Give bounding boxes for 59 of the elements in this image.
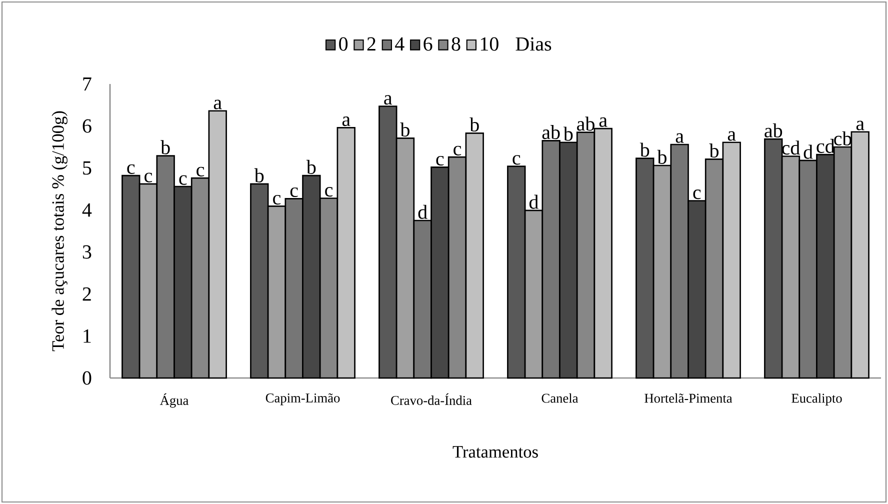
data-label: c — [127, 164, 135, 174]
x-axis-title: Tratamentos — [452, 446, 538, 458]
legend-label: 6 — [424, 37, 432, 51]
data-label: d — [529, 194, 538, 209]
data-label: cd — [816, 138, 835, 153]
data-label: c — [693, 190, 701, 200]
x-tick-label: Canela — [542, 393, 578, 403]
data-label: a — [384, 95, 392, 105]
data-label: b — [306, 160, 316, 174]
data-label: ab — [577, 116, 594, 131]
data-label: b — [400, 122, 410, 137]
x-tick-label: Capim-Limão — [266, 393, 340, 406]
y-tick-label: 5 — [83, 161, 92, 175]
data-label: a — [728, 131, 736, 141]
data-label: a — [676, 133, 684, 143]
y-tick-label: 1 — [84, 329, 91, 343]
y-axis-title: Teor de açucares totais % (g/100g) — [52, 111, 68, 352]
y-tick-label: 4 — [82, 203, 92, 217]
legend-label: 0 — [339, 37, 348, 51]
data-label: c — [436, 156, 444, 166]
x-tick-label: Eucalipto — [792, 393, 842, 406]
data-label: ab — [542, 125, 560, 140]
legend-title: Dias — [516, 37, 552, 51]
y-tick-label: 6 — [82, 119, 92, 133]
data-label: b — [657, 150, 666, 164]
data-label: a — [856, 120, 864, 130]
data-label: cd — [782, 140, 800, 155]
data-label: b — [563, 126, 573, 141]
data-label: b — [709, 144, 719, 158]
y-tick-label: 2 — [82, 287, 91, 301]
data-label: d — [804, 144, 813, 159]
data-label: b — [640, 142, 650, 157]
legend-label: 8 — [452, 37, 460, 51]
data-label: c — [325, 187, 333, 197]
y-tick-label: 3 — [82, 245, 92, 259]
x-tick-label: Hortelã-Pimenta — [644, 393, 732, 403]
data-label: b — [160, 140, 170, 154]
data-label: b — [470, 117, 479, 132]
data-label: d — [418, 204, 428, 219]
data-label: a — [214, 100, 222, 110]
data-label: a — [599, 117, 608, 127]
data-label: c — [512, 155, 520, 165]
data-label: c — [454, 146, 462, 156]
x-tick-label: Cravo-da-Índia — [391, 393, 472, 405]
legend-label: 10 — [480, 37, 498, 51]
y-tick-label: 7 — [83, 77, 92, 91]
legend-label: 4 — [395, 37, 404, 50]
data-label: c — [290, 187, 298, 198]
data-label: ab — [764, 123, 782, 138]
data-label: c — [273, 195, 281, 205]
data-label: a — [342, 116, 350, 126]
data-label: b — [254, 168, 264, 182]
data-label: c — [144, 172, 152, 182]
x-tick-label: Água — [160, 393, 189, 408]
data-label: c — [179, 175, 187, 185]
legend-label: 2 — [367, 37, 376, 51]
data-label: c — [196, 166, 204, 176]
data-label: cb — [834, 131, 852, 146]
y-tick-label: 0 — [82, 371, 92, 385]
